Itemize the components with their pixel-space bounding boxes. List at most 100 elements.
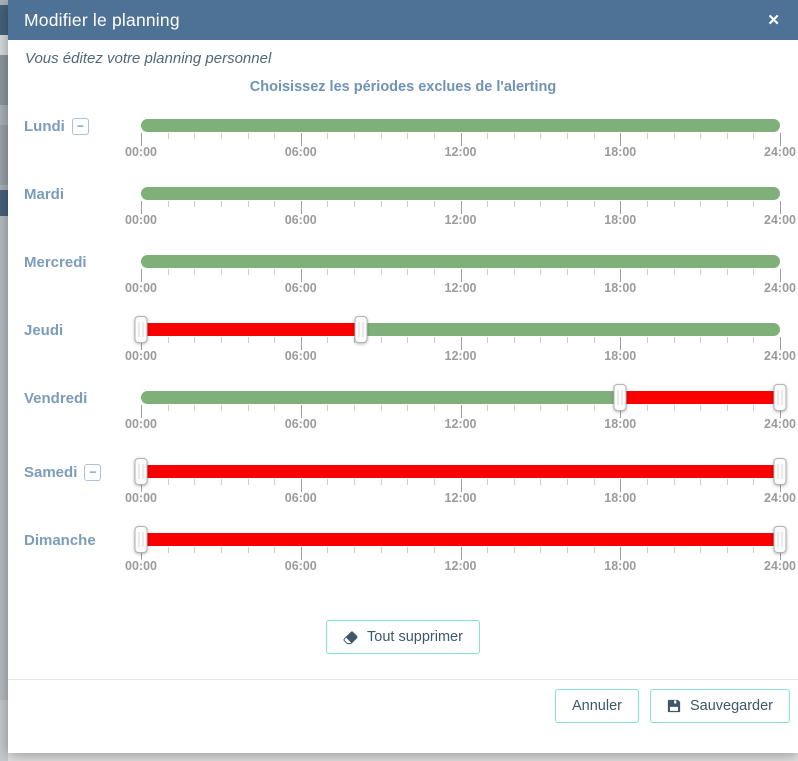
slider-handle[interactable]: [134, 458, 148, 485]
minor-tick: [274, 479, 276, 485]
minor-tick: [220, 479, 222, 485]
background-band: [0, 5, 8, 35]
minor-tick: [354, 547, 355, 553]
minor-tick: [380, 201, 382, 207]
minor-tick: [593, 269, 595, 275]
schedule-slider-dimanche: 00:00 06:00 12:00 18:00 24:00: [125, 526, 796, 574]
period-segment-excluded[interactable]: [620, 391, 780, 404]
time-labels: 00:00 06:00 12:00 18:00 24:00: [125, 417, 796, 432]
minor-tick: [433, 133, 435, 139]
minor-tick: [726, 479, 728, 485]
minor-tick: [380, 547, 382, 553]
eraser-icon: [343, 630, 358, 645]
modal-header: Modifier le planning ✕: [8, 0, 798, 40]
major-tick: [300, 269, 302, 282]
minor-tick: [726, 269, 728, 275]
remove-day-button[interactable]: −: [71, 117, 89, 135]
minor-tick: [407, 405, 409, 411]
day-label: Dimanche: [24, 531, 96, 549]
minor-tick: [433, 269, 435, 275]
minor-tick: [407, 479, 409, 485]
major-tick: [620, 479, 622, 492]
minor-tick: [407, 547, 409, 553]
time-labels: 00:00 06:00 12:00 18:00 24:00: [125, 559, 796, 574]
slider-track[interactable]: [141, 533, 780, 546]
major-tick: [620, 547, 622, 560]
minor-tick: [673, 479, 675, 485]
minor-tick: [567, 337, 568, 343]
major-tick: [780, 479, 781, 492]
slider-handle[interactable]: [613, 384, 627, 411]
time-label: 24:00: [764, 281, 796, 295]
time-label: 12:00: [444, 349, 477, 363]
remove-day-button[interactable]: −: [84, 463, 102, 481]
period-segment-included[interactable]: [141, 391, 621, 404]
minor-tick: [220, 201, 222, 207]
slider-track[interactable]: [141, 255, 780, 268]
minor-tick: [487, 201, 489, 207]
period-segment-included[interactable]: [141, 255, 780, 268]
slider-track[interactable]: [141, 323, 780, 336]
minor-tick: [433, 547, 435, 553]
period-segment-included[interactable]: [141, 187, 780, 200]
major-tick: [300, 337, 302, 350]
minor-tick: [646, 201, 648, 207]
period-segment-excluded[interactable]: [141, 465, 780, 478]
period-segment-included[interactable]: [360, 323, 780, 336]
schedule-slider-mercredi: 00:00 06:00 12:00 18:00 24:00: [125, 255, 796, 296]
cancel-button[interactable]: Annuler: [554, 689, 639, 723]
minor-tick: [753, 337, 755, 343]
slider-handle[interactable]: [773, 458, 787, 485]
minor-tick: [407, 201, 409, 207]
minor-tick: [513, 133, 515, 139]
time-label: 06:00: [284, 281, 317, 295]
slider-handle[interactable]: [773, 526, 787, 553]
day-name: Jeudi: [24, 321, 64, 339]
minor-tick: [380, 337, 382, 343]
time-label: 06:00: [284, 213, 317, 227]
minor-tick: [700, 269, 702, 275]
day-row-lundi: Lundi − 00:00 06:00 12:00 18:00 24:00: [24, 117, 796, 160]
time-label: 00:00: [125, 417, 157, 431]
close-icon[interactable]: ✕: [763, 11, 784, 30]
minor-tick: [167, 201, 169, 207]
slider-handle[interactable]: [773, 384, 787, 411]
modal-footer: Annuler Sauvegarder: [8, 679, 798, 723]
slider-handle[interactable]: [134, 526, 148, 553]
day-name: Samedi: [24, 463, 78, 481]
minor-tick: [487, 269, 489, 275]
time-label: 06:00: [284, 491, 317, 505]
day-name: Mercredi: [24, 253, 87, 271]
slider-track[interactable]: [141, 119, 780, 132]
minor-tick: [700, 201, 702, 207]
background-band: [0, 55, 8, 105]
minor-tick: [540, 133, 542, 139]
major-tick: [780, 269, 781, 282]
minor-tick: [646, 337, 648, 343]
minor-tick: [540, 479, 542, 485]
slider-track[interactable]: [141, 465, 780, 478]
period-segment-excluded[interactable]: [141, 533, 780, 546]
save-button[interactable]: Sauvegarder: [649, 689, 790, 723]
section-title: Choisissez les périodes exclues de l'ale…: [249, 79, 557, 95]
time-label: 12:00: [444, 491, 477, 505]
minor-tick: [513, 269, 515, 275]
minor-tick: [567, 547, 568, 553]
minor-tick: [407, 133, 409, 139]
period-segment-included[interactable]: [141, 119, 780, 132]
slider-track[interactable]: [141, 187, 780, 200]
minor-tick: [327, 133, 329, 139]
minor-tick: [753, 201, 755, 207]
minor-tick: [354, 479, 355, 485]
minor-tick: [726, 337, 728, 343]
slider-handle[interactable]: [134, 316, 148, 343]
slider-track[interactable]: [141, 391, 780, 404]
period-segment-excluded[interactable]: [141, 323, 361, 336]
minor-tick: [327, 337, 329, 343]
slider-handle[interactable]: [354, 316, 368, 343]
clear-all-button[interactable]: Tout supprimer: [326, 620, 480, 654]
day-label: Mardi: [24, 185, 64, 203]
minor-tick: [167, 133, 169, 139]
major-tick: [780, 405, 781, 418]
background-band: [0, 190, 8, 216]
